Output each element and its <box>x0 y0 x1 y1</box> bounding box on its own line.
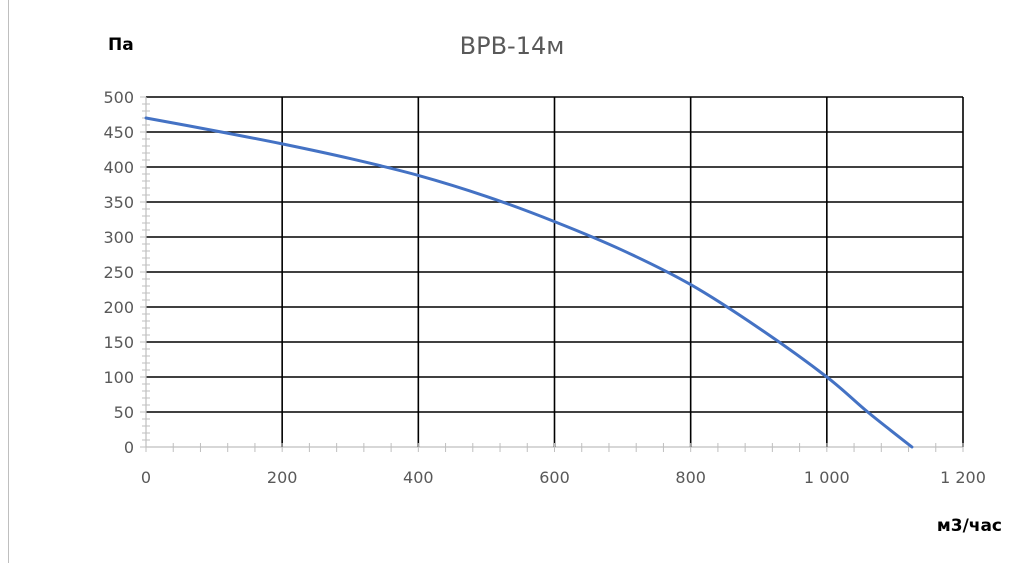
x-axis-label: м3/час <box>937 516 1002 536</box>
x-tick-labels: 0 200 400 600 800 1 000 1 200 <box>141 468 986 487</box>
x-tick-label: 1 000 <box>804 468 850 487</box>
x-tick-label: 400 <box>403 468 434 487</box>
y-axis-label: Па <box>108 35 134 55</box>
y-tick-label: 400 <box>103 158 134 177</box>
y-tick-label: 450 <box>103 123 134 142</box>
y-tick-label: 350 <box>103 193 134 212</box>
y-tick-label: 0 <box>124 438 134 457</box>
series-group <box>144 116 914 449</box>
chart-title: ВРВ-14м <box>460 32 565 60</box>
y-tick-labels: 0 50 100 150 200 250 300 350 400 450 500 <box>103 88 134 457</box>
x-tick-label: 1 200 <box>940 468 986 487</box>
y-tick-label: 150 <box>103 333 134 352</box>
y-tick-label: 200 <box>103 298 134 317</box>
vertical-gridlines <box>281 97 964 447</box>
y-tick-label: 100 <box>103 368 134 387</box>
x-tick-label: 800 <box>675 468 706 487</box>
x-tick-label: 600 <box>539 468 570 487</box>
y-tick-label: 250 <box>103 263 134 282</box>
window-edge-divider <box>8 0 9 563</box>
y-tick-label: 50 <box>114 403 134 422</box>
minor-ticks <box>140 96 964 452</box>
series-line-0 <box>144 116 914 449</box>
y-tick-label: 300 <box>103 228 134 247</box>
x-tick-label: 200 <box>267 468 298 487</box>
x-tick-label: 0 <box>141 468 151 487</box>
y-tick-label: 500 <box>103 88 134 107</box>
